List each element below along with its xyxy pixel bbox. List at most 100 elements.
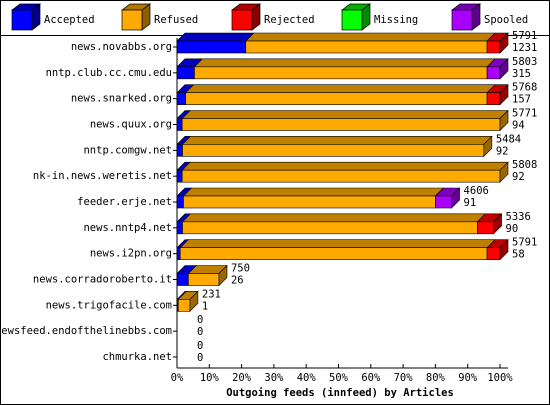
bar-top xyxy=(193,58,496,68)
accepted-label: 90 xyxy=(506,223,519,235)
y-tick-label: nntp.club.cc.cmu.edu xyxy=(46,67,172,79)
legend-swatch xyxy=(231,9,253,31)
bar xyxy=(179,247,488,260)
bar-top xyxy=(181,161,509,171)
bar-side xyxy=(483,135,493,158)
bar-side xyxy=(499,58,509,80)
x-tick-label: 0% xyxy=(171,372,184,384)
offered-label: 750 xyxy=(231,263,250,275)
y-tick-label: news.snarked.org xyxy=(71,93,172,105)
bar xyxy=(486,247,501,260)
legend-label: Refused xyxy=(154,14,198,26)
bar xyxy=(188,273,220,286)
bar-side xyxy=(499,32,509,54)
bar xyxy=(486,92,501,105)
y-tick-label: news.i2pn.org xyxy=(90,248,172,260)
accepted-label: 91 xyxy=(464,197,477,209)
accepted-label: 26 xyxy=(231,275,244,287)
bar xyxy=(176,92,187,105)
bar-side xyxy=(499,83,509,106)
bar-top xyxy=(184,84,496,93)
y-tick-label: news.corradoroberto.it xyxy=(33,274,172,286)
legend-swatch xyxy=(11,9,33,31)
legend-label: Accepted xyxy=(44,14,95,26)
bar-top xyxy=(182,187,445,197)
bar xyxy=(435,195,452,209)
bar xyxy=(183,195,436,209)
y-tick-label: news.novabbs.org xyxy=(71,41,172,53)
bar xyxy=(176,40,247,54)
x-tick-label: 70% xyxy=(394,372,414,384)
accepted-label: 0 xyxy=(197,352,203,364)
legend-swatch xyxy=(341,9,363,31)
accepted-label: 94 xyxy=(512,120,525,132)
legend-label: Rejected xyxy=(264,14,315,26)
legend-swatch xyxy=(121,9,143,31)
bar-side xyxy=(499,109,509,132)
bar-side xyxy=(493,213,502,235)
bar-top xyxy=(181,136,493,145)
x-tick-label: 50% xyxy=(329,372,349,384)
accepted-label: 0 xyxy=(197,326,203,338)
x-tick-label: 20% xyxy=(232,372,252,384)
offered-label: 5768 xyxy=(512,82,537,94)
accepted-label: 1 xyxy=(202,300,208,312)
offered-label: 5808 xyxy=(512,159,537,171)
bar-side xyxy=(189,290,199,313)
bar xyxy=(176,169,183,183)
bar xyxy=(176,195,184,209)
offered-label: 0 xyxy=(197,340,203,352)
x-tick-label: 100% xyxy=(487,372,513,384)
legend-label: Spooled xyxy=(484,14,528,26)
y-tick-label: news.quux.org xyxy=(90,119,172,131)
bar-side xyxy=(451,187,460,209)
offered-label: 5791 xyxy=(512,237,537,249)
y-tick-label: nntp.comgw.net xyxy=(83,144,172,156)
y-tick-label: news.nntp4.net xyxy=(83,222,172,234)
bar-top xyxy=(179,239,496,248)
x-tick-label: 30% xyxy=(264,372,284,384)
bar xyxy=(181,118,501,131)
accepted-label: 157 xyxy=(512,94,531,106)
y-tick-label: nk-in.news.weretis.net xyxy=(33,170,172,182)
accepted-label: 58 xyxy=(512,249,525,261)
offered-label: 231 xyxy=(202,288,221,300)
bar-side xyxy=(218,264,228,287)
bar-top xyxy=(181,213,487,223)
x-tick-label: 90% xyxy=(458,372,478,384)
bar-top xyxy=(245,32,496,42)
bar xyxy=(176,66,195,80)
bar xyxy=(181,169,501,183)
y-tick-label: news.trigofacile.com xyxy=(46,299,172,311)
bar xyxy=(486,40,501,54)
bar-side xyxy=(499,238,509,261)
legend-swatch xyxy=(451,9,473,31)
offered-label: 0 xyxy=(197,314,203,326)
bar-top xyxy=(181,110,509,119)
bar xyxy=(194,66,488,80)
x-axis-title: Outgoing feeds (innfeed) by Articles xyxy=(226,387,454,399)
bar xyxy=(177,299,191,312)
bar xyxy=(185,92,488,105)
bar xyxy=(182,144,485,157)
accepted-label: 92 xyxy=(512,171,525,183)
bar xyxy=(176,144,183,157)
offered-label: 4606 xyxy=(464,185,489,197)
bar-top xyxy=(176,32,255,42)
accepted-label: 1231 xyxy=(512,42,537,54)
bar-side xyxy=(499,161,509,183)
bar xyxy=(176,118,183,131)
bar xyxy=(245,40,488,54)
x-tick-label: 60% xyxy=(361,372,381,384)
bar xyxy=(176,247,181,260)
legend-label: Missing xyxy=(374,14,418,26)
x-tick-label: 10% xyxy=(200,372,220,384)
accepted-label: 315 xyxy=(512,68,531,80)
x-tick-label: 40% xyxy=(297,372,317,384)
offered-label: 5484 xyxy=(496,133,521,145)
x-tick-label: 80% xyxy=(426,372,446,384)
offered-label: 5771 xyxy=(512,108,537,120)
bar xyxy=(176,273,189,286)
offered-label: 5336 xyxy=(506,211,531,223)
